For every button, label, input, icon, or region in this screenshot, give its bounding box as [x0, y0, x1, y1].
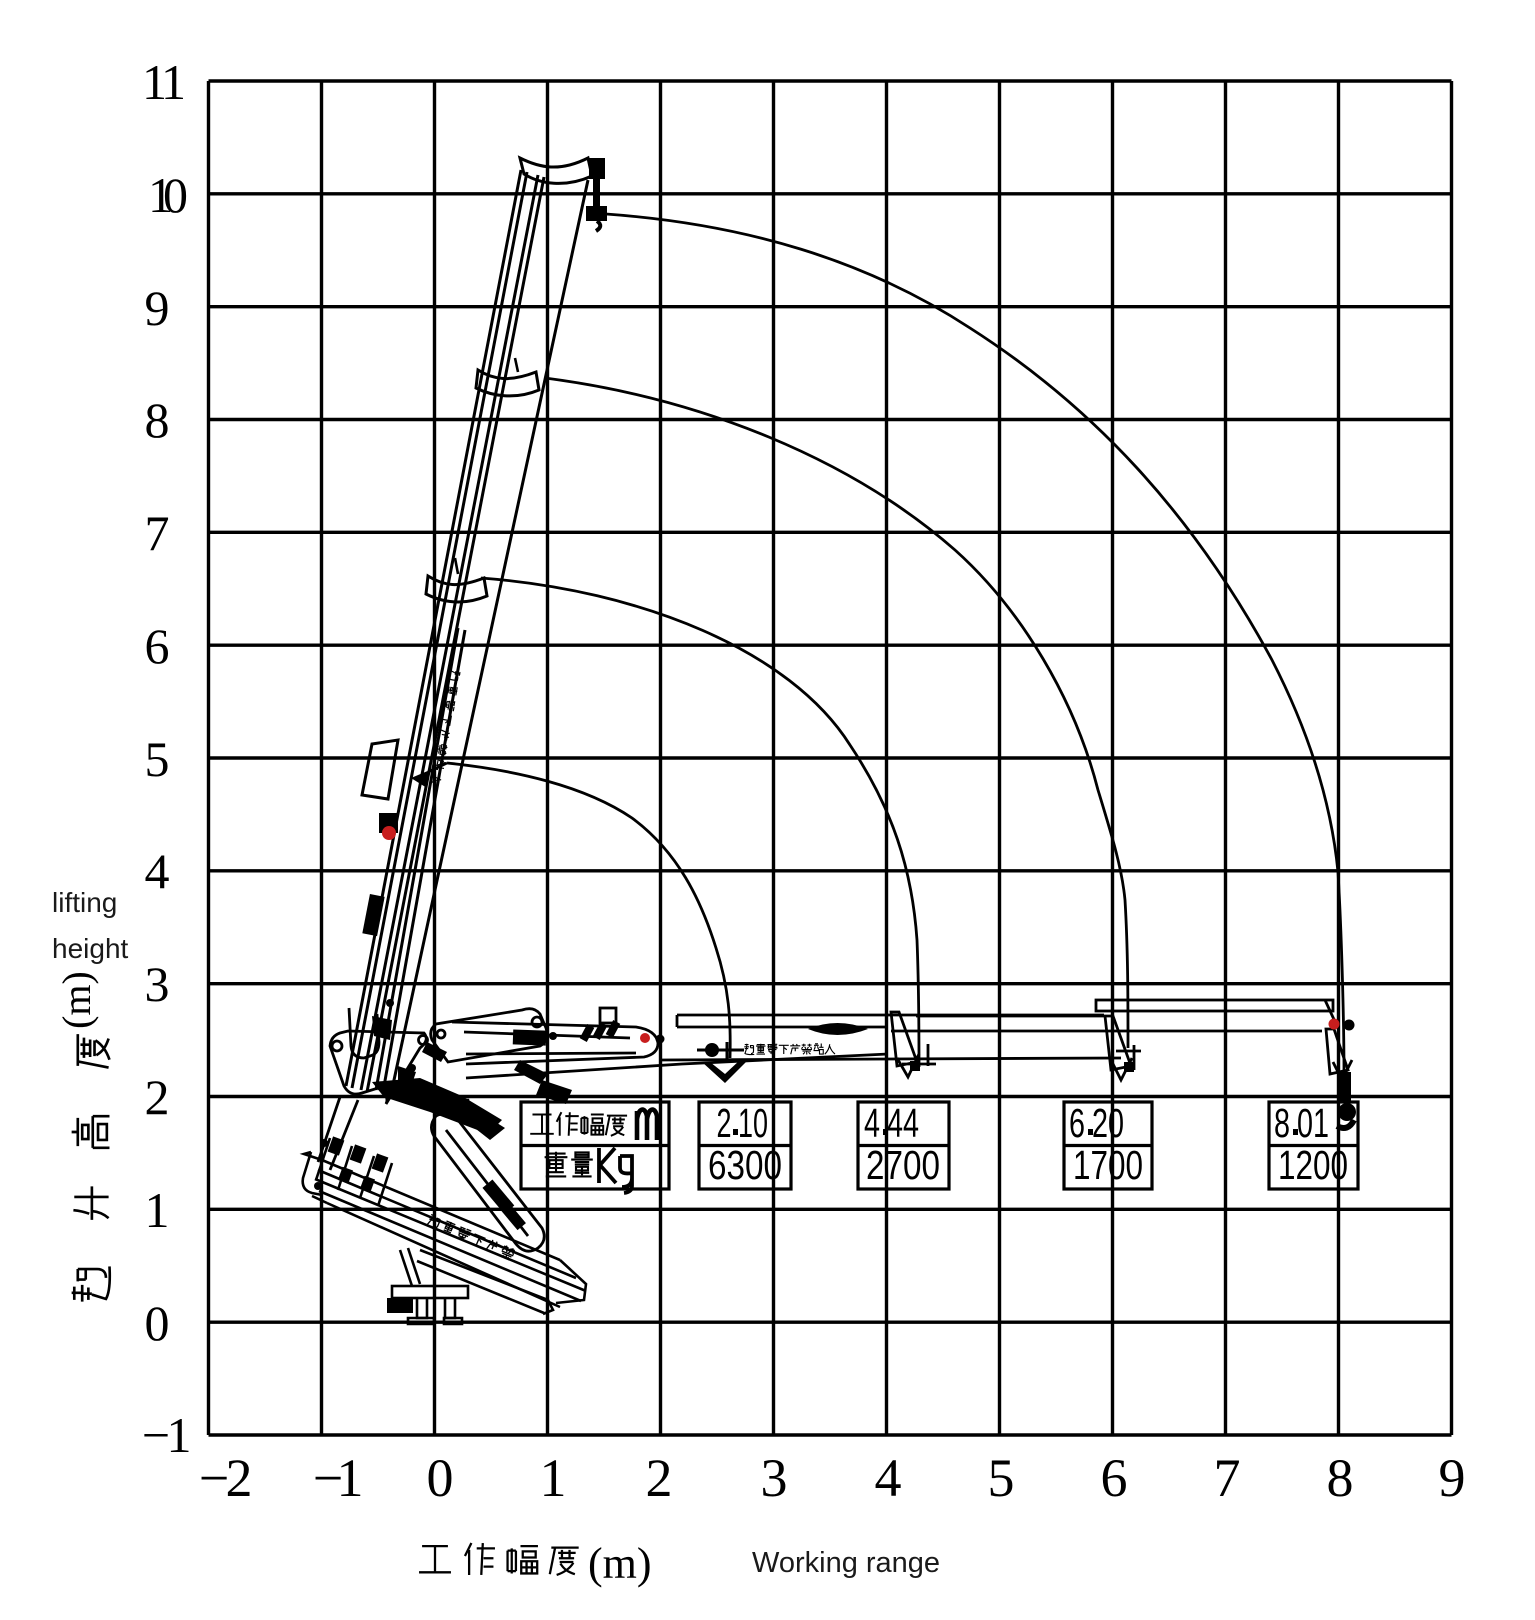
svg-text:1700: 1700	[1073, 1142, 1143, 1188]
svg-text:6: 6	[1101, 1448, 1128, 1508]
svg-text:1: 1	[145, 1182, 170, 1238]
svg-text:9: 9	[1439, 1448, 1466, 1508]
svg-text:2700: 2700	[866, 1142, 940, 1188]
svg-text:2: 2	[145, 1069, 170, 1125]
svg-text:6: 6	[1069, 1100, 1085, 1146]
svg-text:4: 4	[864, 1100, 880, 1146]
svg-text:lifting: lifting	[52, 887, 117, 918]
svg-text:1: 1	[337, 1448, 364, 1508]
svg-text:2: 2	[226, 1448, 253, 1508]
svg-text:3: 3	[145, 956, 170, 1012]
svg-text:1: 1	[540, 1448, 567, 1508]
svg-text:1: 1	[167, 1407, 192, 1463]
svg-text:6300: 6300	[708, 1142, 782, 1188]
svg-text:3: 3	[761, 1448, 788, 1508]
svg-text:5: 5	[988, 1448, 1015, 1508]
svg-text:5: 5	[145, 731, 170, 787]
svg-text:7: 7	[1214, 1448, 1241, 1508]
svg-text:−: −	[313, 1448, 343, 1508]
svg-text:20: 20	[1092, 1100, 1124, 1146]
svg-text:height: height	[52, 933, 129, 964]
svg-text:4: 4	[145, 843, 170, 899]
svg-text:7: 7	[145, 505, 170, 561]
svg-text:(m): (m)	[588, 1539, 652, 1588]
svg-text:0: 0	[427, 1448, 454, 1508]
svg-text:2: 2	[646, 1448, 673, 1508]
svg-text:1200: 1200	[1278, 1142, 1348, 1188]
svg-text:2: 2	[717, 1100, 732, 1146]
svg-text:6: 6	[145, 618, 170, 674]
svg-text:−: −	[142, 1407, 170, 1463]
svg-text:8: 8	[1327, 1448, 1354, 1508]
svg-text:Working range: Working range	[752, 1547, 940, 1579]
svg-text:10: 10	[148, 167, 188, 223]
svg-text:8: 8	[1274, 1100, 1290, 1146]
svg-text:4: 4	[875, 1448, 902, 1508]
svg-text:11: 11	[142, 54, 186, 110]
svg-text:10: 10	[738, 1100, 768, 1146]
svg-text:−: −	[199, 1448, 229, 1508]
svg-text:9: 9	[145, 280, 170, 336]
svg-text:0: 0	[145, 1295, 170, 1351]
svg-text:01: 01	[1297, 1100, 1329, 1146]
svg-text:(m): (m)	[54, 971, 99, 1029]
svg-text:8: 8	[145, 392, 170, 448]
svg-text:44: 44	[887, 1100, 919, 1146]
